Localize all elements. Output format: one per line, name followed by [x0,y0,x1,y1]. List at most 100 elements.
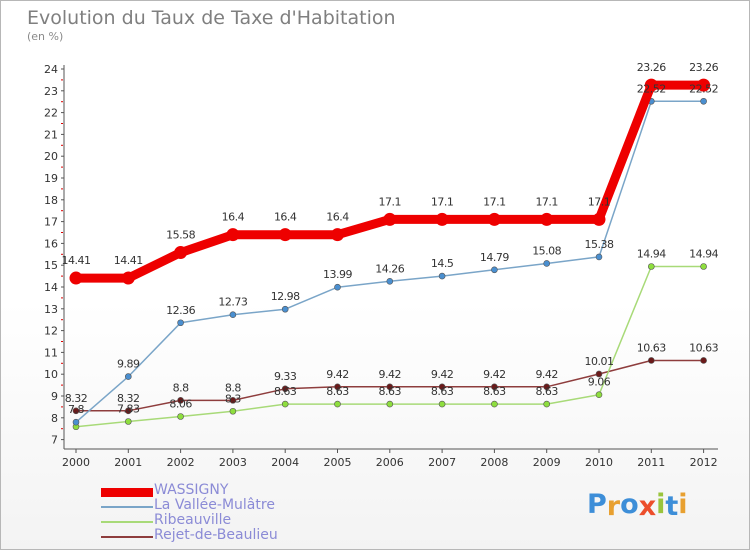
x-tick-label: 2011 [637,456,665,469]
data-point-rejet-de-beaulieu [491,383,498,391]
data-point-rejet-de-beaulieu [386,383,394,391]
legend-label: La Vallée-Mulâtre [154,497,275,513]
data-point-wassigny [540,212,554,226]
y-tick-label: 22 [44,107,58,120]
data-point-ribeauville [281,400,289,408]
data-point-rejet-de-beaulieu [229,397,237,404]
data-point-wassigny [383,212,397,226]
data-point-ribeauville [125,418,132,425]
x-tick-label: 2004 [271,456,299,469]
proxiti-logo: Proxiti [587,489,688,522]
data-label-rejet-de-beaulieu: 10.63 [689,341,718,354]
data-point-ribeauville [386,400,394,408]
data-label-wassigny: 17.1 [379,195,402,208]
y-tick-label: 17 [44,216,58,229]
data-point-rejet-de-beaulieu [700,357,707,364]
logo-letter: t [665,491,679,522]
data-label-wassigny: 16.4 [326,211,349,224]
data-point-rejet-de-beaulieu [334,383,341,391]
data-label-rejet-de-beaulieu: 9.42 [483,368,506,381]
data-label-la-vallee-mulatre: 15.38 [585,238,614,251]
data-label-la-vallee-mulatre: 13.99 [323,268,352,281]
data-label-la-vallee-mulatre: 14.26 [375,262,404,275]
legend-swatch [101,487,153,497]
data-point-la-vallee-mulatre [543,260,551,267]
data-point-wassigny [121,271,135,285]
data-label-ribeauville: 8.63 [483,385,506,398]
data-point-la-vallee-mulatre [491,266,498,274]
data-label-la-vallee-mulatre: 22.52 [637,82,666,95]
data-label-wassigny: 17.1 [483,195,506,208]
legend-item-rejet-de-beaulieu: Rejet-de-Beaulieu [101,527,401,545]
data-label-rejet-de-beaulieu: 9.42 [431,368,454,381]
data-label-ribeauville: 14.94 [689,248,718,261]
data-label-ribeauville: 8.63 [535,385,558,398]
legend-swatch [101,521,153,523]
y-tick-label: 13 [44,303,58,316]
data-label-wassigny: 14.41 [62,254,91,267]
chart-subtitle: (en %) [27,30,64,43]
data-label-la-vallee-mulatre: 14.5 [431,257,454,270]
data-point-wassigny [592,212,606,226]
data-label-wassigny: 16.4 [274,211,297,224]
data-label-wassigny: 15.58 [166,229,195,242]
y-tick-label: 7 [51,434,58,447]
x-tick-label: 2000 [62,456,90,469]
data-label-ribeauville: 7.83 [117,403,140,416]
data-point-ribeauville [491,400,498,408]
data-label-ribeauville: 9.06 [588,376,611,389]
logo-letter: i [678,489,688,520]
x-tick-label: 2010 [585,456,613,469]
legend-item-ribeauville: Ribeauville [101,512,401,530]
data-label-rejet-de-beaulieu: 10.01 [585,355,614,368]
x-tick-label: 2003 [219,456,247,469]
data-label-ribeauville: 8.63 [379,385,402,398]
logo-letter: x [638,491,657,522]
data-point-la-vallee-mulatre [72,418,80,426]
data-point-wassigny [644,78,658,92]
data-label-wassigny: 17.1 [431,195,454,208]
legend-label: Ribeauville [154,512,232,528]
data-label-la-vallee-mulatre: 7.8 [68,403,84,416]
data-point-wassigny [697,78,711,92]
data-label-rejet-de-beaulieu: 9.33 [274,370,297,383]
y-tick-label: 9 [51,390,58,403]
data-point-la-vallee-mulatre [177,319,184,327]
data-label-la-vallee-mulatre: 12.36 [166,304,195,317]
data-point-rejet-de-beaulieu [647,357,655,364]
data-point-wassigny [174,246,188,260]
data-label-ribeauville: 8.63 [274,385,297,398]
data-point-wassigny [331,228,344,242]
data-label-rejet-de-beaulieu: 8.8 [173,381,189,394]
x-tick-label: 2008 [480,456,508,469]
y-tick-label: 24 [44,63,58,76]
logo-letter: r [606,491,621,522]
data-label-wassigny: 17.1 [535,195,558,208]
y-tick-label: 23 [44,85,58,98]
data-label-ribeauville: 8.3 [225,392,241,405]
data-label-rejet-de-beaulieu: 10.63 [637,341,666,354]
data-point-ribeauville [595,391,603,398]
x-tick-label: 2006 [376,456,404,469]
data-point-ribeauville [438,400,446,408]
x-tick-label: 2001 [114,456,142,469]
data-point-la-vallee-mulatre [438,272,446,280]
data-label-la-vallee-mulatre: 15.08 [532,244,561,257]
logo-letter: o [620,489,639,520]
data-label-wassigny: 17.1 [588,195,611,208]
data-label-ribeauville: 8.63 [326,385,349,398]
y-tick-label: 12 [44,325,58,338]
data-point-la-vallee-mulatre [125,373,132,380]
data-point-la-vallee-mulatre [334,283,341,291]
data-label-rejet-de-beaulieu: 8.32 [65,392,88,405]
chart-title: Evolution du Taux de Taxe d'Habitation [27,7,396,29]
y-tick-label: 14 [44,281,58,294]
data-point-wassigny [278,228,292,242]
data-point-rejet-de-beaulieu [125,407,132,415]
y-tick-label: 19 [44,172,58,185]
data-point-ribeauville [229,407,237,415]
data-point-ribeauville [700,263,707,270]
data-label-la-vallee-mulatre: 9.89 [117,358,140,371]
data-label-rejet-de-beaulieu: 8.32 [117,392,140,405]
